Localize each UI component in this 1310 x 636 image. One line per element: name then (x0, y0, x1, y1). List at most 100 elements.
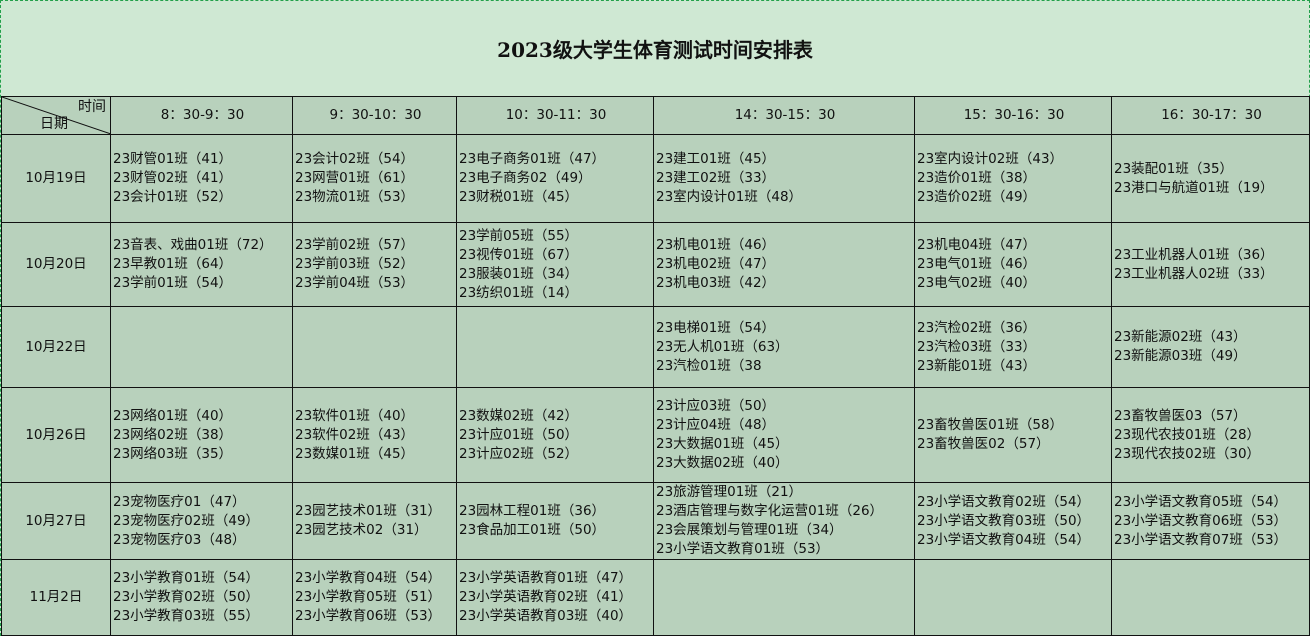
schedule-cell[interactable]: 23小学语文教育05班（54） 23小学语文教育06班（53） 23小学语文教育07… (1111, 482, 1310, 560)
class-entry: 23小学语文教育02班（54） (917, 493, 1091, 510)
class-entry: 23大数据01班（45） (656, 436, 789, 452)
class-entry: 23物流01班（53） (295, 189, 415, 205)
class-entry: 23小学教育04班（54） (295, 570, 442, 586)
class-entry: 23小学英语教育02班（41） (459, 589, 633, 605)
class-entry: 23现代农技01班（28） (1114, 426, 1261, 443)
class-entry: 23大数据02班（40） (656, 455, 789, 471)
column-header-time-slot[interactable]: 16：30-17：30 (1111, 96, 1310, 135)
schedule-cell[interactable] (110, 306, 293, 388)
class-entry: 23计应01班（50） (459, 426, 579, 443)
schedule-cell[interactable]: 23计应03班（50） 23计应04班（48） 23大数据01班（45） 23大数据0… (653, 387, 915, 483)
column-header-time-slot[interactable]: 8：30-9：30 (110, 96, 293, 135)
schedule-cell[interactable]: 23装配01班（35） 23港口与航道01班（19） (1111, 134, 1310, 223)
corner-cell[interactable]: 时间 日期 (1, 96, 111, 135)
schedule-cell[interactable]: 23会计02班（54） 23网营01班（61） 23物流01班（53） (292, 134, 457, 223)
class-entry: 23电气01班（46） (917, 256, 1037, 272)
date-cell[interactable]: 10月19日 (1, 134, 111, 223)
schedule-cell[interactable]: 23工业机器人01班（36） 23工业机器人02班（33） (1111, 222, 1310, 307)
schedule-cell[interactable]: 23畜牧兽医03（57） 23现代农技01班（28） 23现代农技02班（30） (1111, 387, 1310, 483)
schedule-cell[interactable]: 23新能源02班（43） 23新能源03班（49） (1111, 306, 1310, 388)
schedule-cell[interactable]: 23园艺技术01班（31） 23园艺技术02（31） (292, 482, 457, 560)
class-entry: 23园艺技术01班（31） (295, 503, 442, 519)
class-entry: 23小学教育01班（54） (113, 570, 260, 586)
schedule-cell[interactable] (456, 306, 654, 388)
schedule-cell[interactable]: 23小学教育04班（54） 23小学教育05班（51） 23小学教育06班（53） (292, 559, 457, 636)
schedule-cell[interactable]: 23园林工程01班（36） 23食品加工01班（50） (456, 482, 654, 560)
class-entry: 23无人机01班（63） (656, 338, 789, 355)
schedule-cell[interactable]: 23建工01班（45） 23建工02班（33） 23室内设计01班（48） (653, 134, 915, 223)
date-cell[interactable]: 11月2日 (1, 559, 111, 636)
class-entry: 23食品加工01班（50） (459, 522, 606, 538)
class-entry: 23网络01班（40） (113, 407, 233, 424)
class-entry: 23建工01班（45） (656, 151, 776, 167)
class-entry: 23汽检01班（38 (656, 357, 762, 374)
date-cell[interactable]: 10月26日 (1, 387, 111, 483)
schedule-cell[interactable]: 23小学语文教育02班（54） 23小学语文教育03班（50） 23小学语文教育04… (914, 482, 1112, 560)
class-entry: 23数媒02班（42） (459, 407, 579, 424)
schedule-cell[interactable] (1111, 559, 1310, 636)
date-cell[interactable]: 10月22日 (1, 306, 111, 388)
class-entry: 23计应03班（50） (656, 398, 776, 414)
class-entry: 23造价02班（49） (917, 189, 1037, 205)
class-entry: 23酒店管理与数字化运营01班（26） (656, 503, 884, 519)
schedule-cell[interactable]: 23机电01班（46） 23机电02班（47） 23机电03班（42） (653, 222, 915, 307)
class-entry: 23小学语文教育05班（54） (1114, 493, 1288, 510)
class-entry: 23学前01班（54） (113, 275, 233, 291)
schedule-cell[interactable]: 23汽检02班（36） 23汽检03班（33） 23新能01班（43） (914, 306, 1112, 388)
column-header-time-slot[interactable]: 14：30-15：30 (653, 96, 915, 135)
class-entry: 23新能源02班（43） (1114, 329, 1247, 345)
class-entry: 23畜牧兽医01班（58） (917, 417, 1064, 433)
class-entry: 23电气02班（40） (917, 275, 1037, 291)
class-entry: 23财管02班（41） (113, 170, 233, 186)
class-entry: 23旅游管理01班（21） (656, 484, 803, 500)
class-entry: 23纺织01班（14） (459, 284, 579, 301)
class-entry: 23装配01班（35） (1114, 160, 1234, 177)
class-entry: 23财税01班（45） (459, 189, 579, 205)
class-entry: 23小学教育06班（53） (295, 608, 442, 624)
class-entry: 23宠物医疗03（48） (113, 531, 246, 548)
class-entry: 23会计01班（52） (113, 189, 233, 205)
schedule-cell[interactable] (653, 559, 915, 636)
class-entry: 23小学教育02班（50） (113, 589, 260, 605)
date-cell[interactable]: 10月27日 (1, 482, 111, 560)
schedule-cell[interactable]: 23数媒02班（42） 23计应01班（50） 23计应02班（52） (456, 387, 654, 483)
class-entry: 23小学语文教育06班（53） (1114, 512, 1288, 529)
class-entry: 23室内设计01班（48） (656, 189, 803, 205)
schedule-cell[interactable]: 23音表、戏曲01班（72） 23早教01班（64） 23学前01班（54） (110, 222, 293, 307)
schedule-cell[interactable]: 23电梯01班（54） 23无人机01班（63） 23汽检01班（38 (653, 306, 915, 388)
class-entry: 23网络02班（38） (113, 426, 233, 443)
class-entry: 23软件02班（43） (295, 426, 415, 443)
schedule-cell[interactable]: 23畜牧兽医01班（58） 23畜牧兽医02（57） (914, 387, 1112, 483)
schedule-cell[interactable] (914, 559, 1112, 636)
class-entry: 23网络03班（35） (113, 445, 233, 462)
time-label: 时间 (78, 99, 106, 115)
schedule-cell[interactable]: 23宠物医疗01（47） 23宠物医疗02班（49） 23宠物医疗03（48） (110, 482, 293, 560)
schedule-cell[interactable]: 23室内设计02班（43） 23造价01班（38） 23造价02班（49） (914, 134, 1112, 223)
class-entry: 23畜牧兽医02（57） (917, 436, 1050, 452)
schedule-cell[interactable]: 23机电04班（47） 23电气01班（46） 23电气02班（40） (914, 222, 1112, 307)
column-header-time-slot[interactable]: 10：30-11：30 (456, 96, 654, 135)
column-header-time-slot[interactable]: 9：30-10：30 (292, 96, 457, 135)
class-entry: 23软件01班（40） (295, 407, 415, 424)
schedule-cell[interactable]: 23财管01班（41） 23财管02班（41） 23会计01班（52） (110, 134, 293, 223)
schedule-cell[interactable]: 23电子商务01班（47） 23电子商务02（49） 23财税01班（45） (456, 134, 654, 223)
class-entry: 23网营01班（61） (295, 170, 415, 186)
table-row: 10月26日 23网络01班（40） 23网络02班（38） 23网络03班（35） 2… (1, 387, 1310, 483)
schedule-cell[interactable]: 23旅游管理01班（21） 23酒店管理与数字化运营01班（26） 23会展策划与管… (653, 482, 915, 560)
class-entry: 23计应02班（52） (459, 445, 579, 462)
schedule-cell[interactable]: 23小学教育01班（54） 23小学教育02班（50） 23小学教育03班（55） (110, 559, 293, 636)
schedule-cell[interactable]: 23网络01班（40） 23网络02班（38） 23网络03班（35） (110, 387, 293, 483)
schedule-cell[interactable]: 23软件01班（40） 23软件02班（43） 23数媒01班（45） (292, 387, 457, 483)
schedule-cell[interactable]: 23小学英语教育01班（47） 23小学英语教育02班（41） 23小学英语教育03… (456, 559, 654, 636)
schedule-cell[interactable] (292, 306, 457, 388)
class-entry: 23音表、戏曲01班（72） (113, 237, 273, 253)
class-entry: 23汽检03班（33） (917, 338, 1037, 355)
date-cell[interactable]: 10月20日 (1, 222, 111, 307)
column-header-time-slot[interactable]: 15：30-16：30 (914, 96, 1112, 135)
class-entry: 23小学教育05班（51） (295, 589, 442, 605)
class-entry: 23早教01班（64） (113, 256, 233, 272)
schedule-cell[interactable]: 23学前05班（55） 23视传01班（67） 23服装01班（34） 23纺织01班… (456, 222, 654, 307)
schedule-cell[interactable]: 23学前02班（57） 23学前03班（52） 23学前04班（53） (292, 222, 457, 307)
class-entry: 23学前05班（55） (459, 227, 579, 244)
class-entry: 23现代农技02班（30） (1114, 445, 1261, 462)
